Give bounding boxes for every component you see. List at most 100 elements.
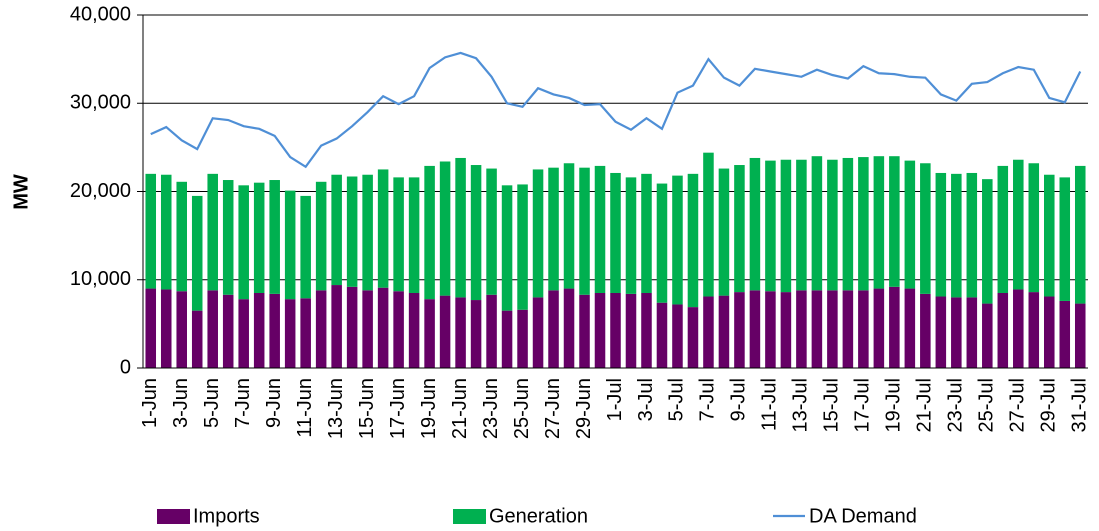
bar-segment [687,307,699,368]
x-tick-label: 15-Jun [356,378,378,439]
bar-segment [331,174,342,286]
bar-segment [486,294,497,368]
bar-segment [315,290,327,368]
x-tick-label: 3-Jun [170,378,192,428]
bar-segment [765,291,776,368]
x-tick-label: 3-Jul [635,378,657,421]
bar-segment [362,290,373,368]
bar-segment [377,287,389,368]
bar-segment [1074,303,1086,368]
bar-segment [145,173,157,289]
bar-segment [1059,177,1071,301]
bar-segment [563,288,575,368]
bar-segment [222,180,234,295]
x-tick-label: 17-Jun [387,378,409,439]
x-tick-label: 31-Jul [1069,378,1091,432]
bar-segment [594,292,606,368]
bar-segment [439,295,451,368]
bar-segment [935,172,947,297]
bar-segment [858,157,869,291]
bar-segment [207,290,218,368]
bar-segment [1013,159,1024,290]
bar-segment [827,159,838,291]
bar-segment [672,175,683,305]
bar-segment [935,296,947,368]
bar-segment [424,165,435,300]
bar-segment [1028,292,1040,368]
bar-segment [300,298,311,368]
bar-segment [842,157,854,291]
bar-segment [253,182,265,293]
bar-segment [393,177,404,292]
bar-segment [672,304,683,368]
bar-segment [362,174,373,291]
line-series [150,51,1082,169]
bar-segment [346,176,358,287]
bar-segment [501,310,513,368]
bar-segment [238,185,249,300]
bar-segment [284,190,296,300]
bar-segment [346,286,358,368]
x-tick-label: 9-Jul [728,378,750,421]
bar-segment [517,309,528,368]
bar-segment [966,172,978,298]
bar-segment [641,292,652,368]
bar-segment [780,292,792,368]
bar-segment [408,177,420,293]
legend-label: Generation [489,505,588,527]
bar-segment [625,177,637,294]
bar-segment [191,195,203,311]
y-tick-label: 30,000 [70,92,131,114]
bar-segment [610,172,621,293]
bar-segment [765,160,776,292]
bar-segment [548,167,559,291]
bar-segment [966,297,978,368]
bar-segment [269,180,280,294]
bar-segment [455,297,466,368]
x-tick-label: 19-Jul [883,378,905,432]
x-tick-label: 7-Jul [697,378,719,421]
x-tick-label: 23-Jul [945,378,967,432]
bar-segment [889,286,900,368]
x-tick-label: 13-Jun [325,378,347,439]
bar-segment [904,288,916,368]
x-tick-label: 11-Jun [294,378,316,438]
y-tick-label: 20,000 [70,180,131,202]
bar-segment [1044,174,1055,297]
bar-segment [904,160,916,289]
y-tick-label: 0 [120,356,131,378]
bar-segment [718,168,730,296]
bar-segment [734,165,745,293]
x-tick-label: 1-Jun [139,378,161,428]
bar-segment [176,181,187,292]
y-tick-label: 10,000 [70,268,131,290]
y-tick-label: 40,000 [70,3,131,25]
bar-segment [889,156,900,287]
bar-segment [873,288,885,368]
bar-segment [827,290,838,368]
bar-segment [873,156,885,289]
bar-segment [811,290,823,368]
x-tick-label: 19-Jun [418,378,440,439]
bar-segment [222,294,234,368]
bar-segment [517,184,528,310]
x-tick-label: 15-Jul [821,378,843,432]
bar-segment [1028,163,1040,293]
bar-segment [145,288,157,368]
bar-segment [610,292,621,368]
bar-segment [951,173,962,298]
x-tick-label: 1-Jul [604,378,626,421]
x-tick-label: 25-Jul [976,378,998,432]
bar-segment [532,169,544,298]
bar-segment [749,157,761,291]
x-tick-label: 5-Jul [666,378,688,421]
bar-segment [393,291,404,368]
bar-segment [734,292,745,368]
x-tick-label: 5-Jun [201,378,223,428]
legend-swatch [157,509,190,524]
bar-segment [548,290,559,368]
bar-segment [687,173,699,308]
x-tick-label: 17-Jul [852,378,874,432]
bar-segment [377,169,389,288]
